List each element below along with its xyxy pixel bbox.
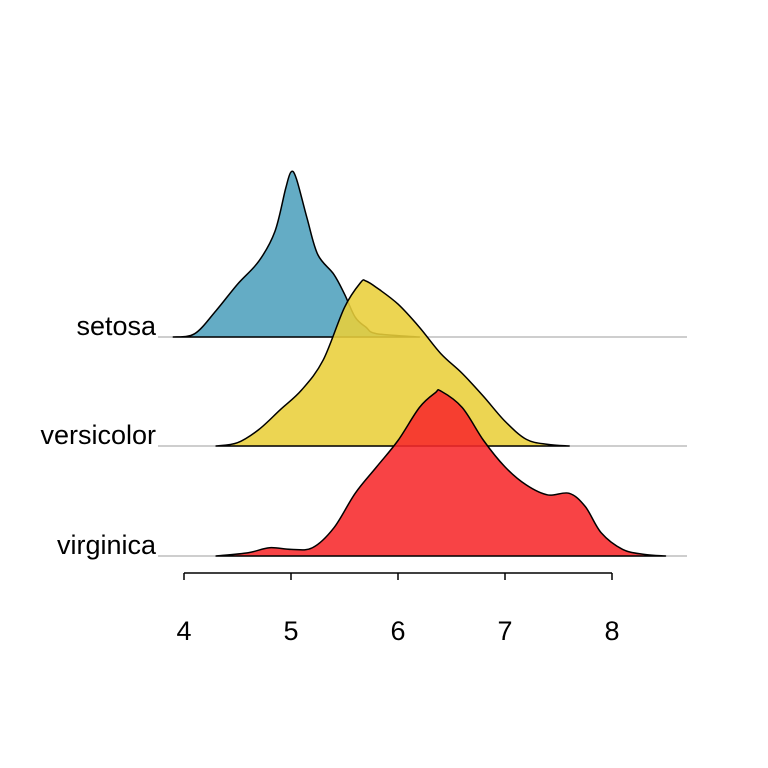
x-tick-label: 7 (497, 616, 512, 646)
x-tick-label: 4 (176, 616, 191, 646)
category-labels: setosa versicolor virginica (40, 311, 157, 560)
x-tick-label: 8 (604, 616, 619, 646)
category-label-setosa: setosa (76, 311, 157, 341)
ridge-virginica (215, 388, 667, 557)
x-axis: 4 5 6 7 8 (176, 572, 620, 646)
category-label-versicolor: versicolor (40, 420, 156, 450)
ridges (172, 170, 667, 557)
ridge-versicolor (215, 279, 570, 447)
x-tick-label: 6 (390, 616, 405, 646)
category-label-virginica: virginica (57, 530, 157, 560)
x-tick-label: 5 (283, 616, 298, 646)
